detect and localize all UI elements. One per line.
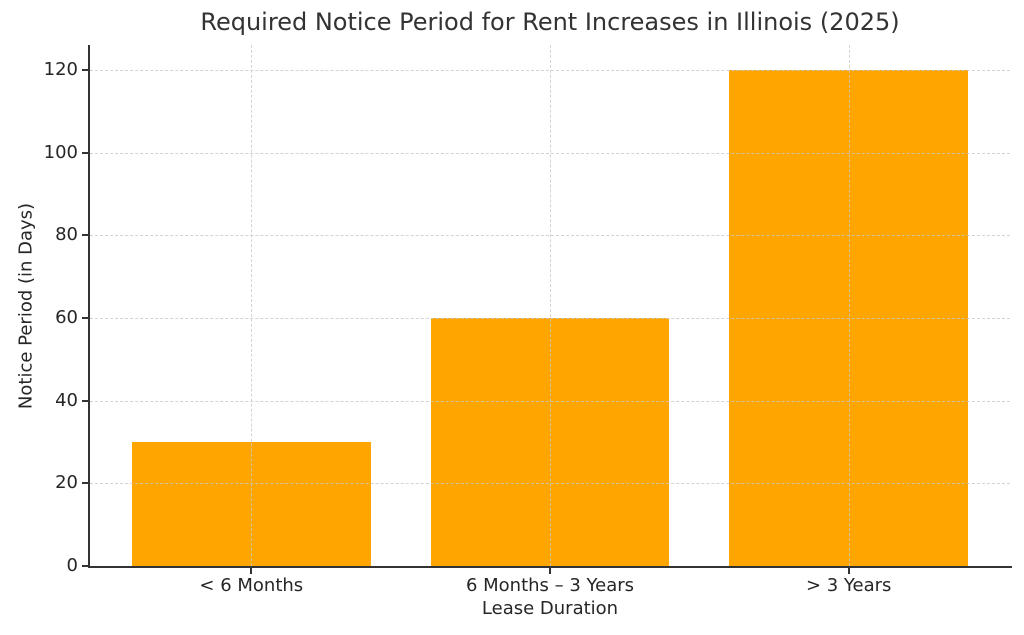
- y-tick-mark-120: [82, 68, 88, 71]
- x-tick-label-1: 6 Months – 3 Years: [465, 575, 635, 596]
- gridline-x-2: [848, 45, 850, 566]
- y-tick-label-100: 100: [43, 141, 78, 163]
- x-tick-label-0: < 6 Months: [199, 575, 304, 596]
- y-tick-label-80: 80: [55, 224, 78, 246]
- plot-area: [90, 45, 1010, 566]
- gridline-x-0: [251, 45, 253, 566]
- y-tick-mark-40: [82, 399, 88, 402]
- y-tick-mark-20: [82, 482, 88, 485]
- y-tick-label-60: 60: [55, 306, 78, 328]
- bar-0: [131, 441, 371, 566]
- x-tick-mark-2: [847, 568, 850, 574]
- bar-1: [430, 317, 670, 566]
- x-axis-spine: [88, 566, 1012, 568]
- x-tick-mark-1: [549, 568, 551, 574]
- y-tick-label-120: 120: [43, 58, 78, 80]
- x-tick-label-2: > 3 Years: [805, 575, 892, 596]
- y-tick-label-20: 20: [55, 472, 78, 494]
- y-tick-mark-80: [82, 234, 88, 237]
- y-axis-spine: [88, 45, 90, 568]
- gridline-x-1: [550, 45, 551, 566]
- y-tick-label-40: 40: [55, 389, 78, 411]
- y-tick-mark-100: [82, 151, 88, 154]
- x-axis-title: Lease Duration: [481, 598, 619, 619]
- y-tick-mark-60: [82, 316, 88, 319]
- y-tick-mark-0: [82, 565, 88, 567]
- y-tick-label-0: 0: [66, 555, 78, 576]
- chart-title: Required Notice Period for Rent Increase…: [200, 8, 900, 36]
- x-tick-mark-0: [250, 568, 253, 574]
